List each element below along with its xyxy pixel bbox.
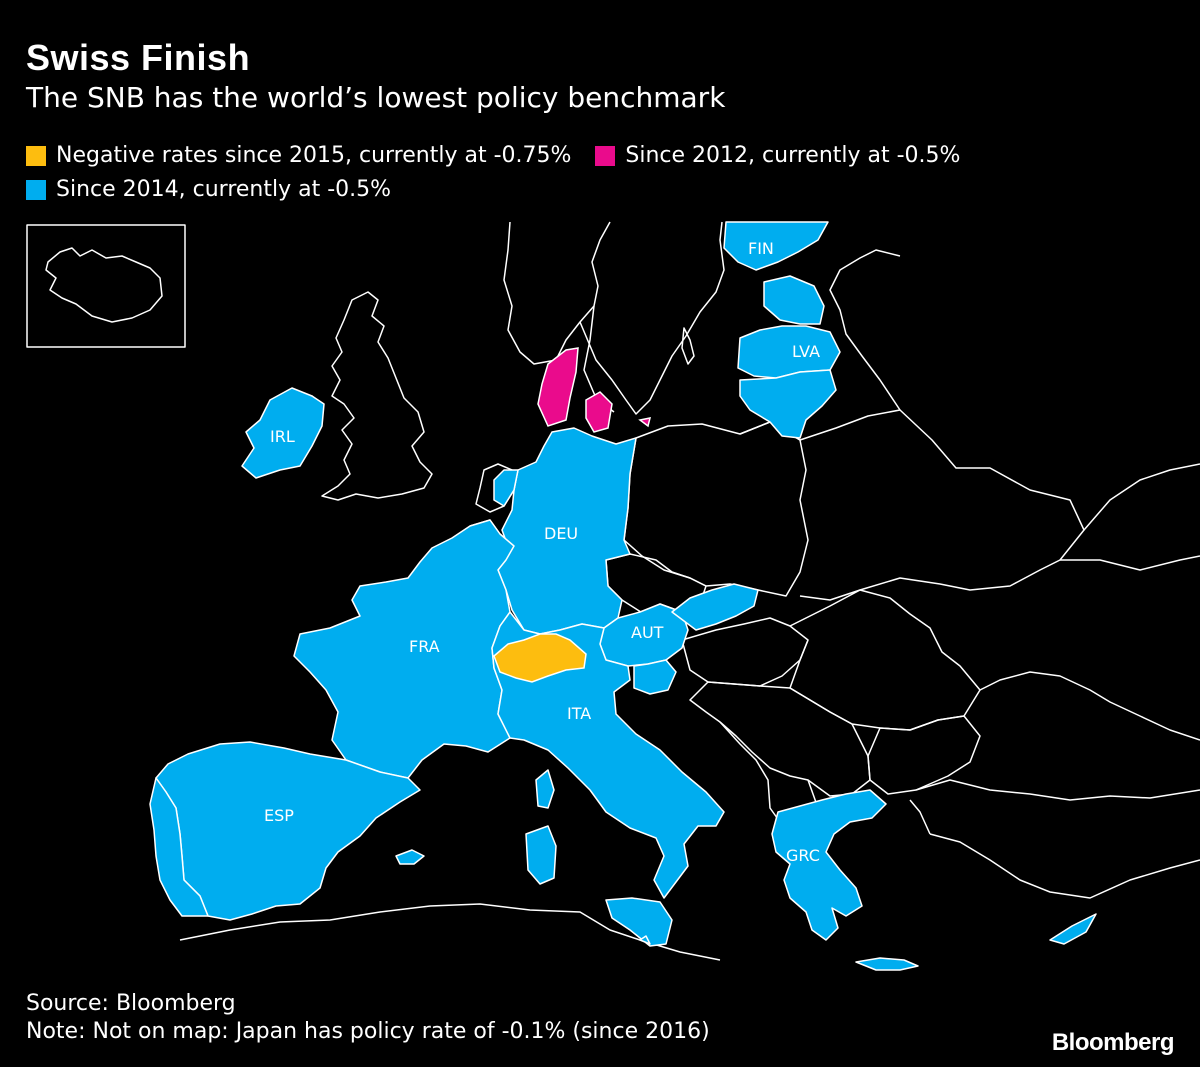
country-nld: [493, 469, 519, 507]
legend-item-switzerland: Negative rates since 2015, currently at …: [26, 142, 571, 170]
country-est: [763, 275, 825, 325]
bulgaria-outline: [867, 715, 981, 795]
country-fra-corsica: [535, 769, 555, 809]
legend-item-eurozone: Since 2014, currently at -0.5%: [26, 176, 391, 204]
country-irl: [241, 387, 325, 479]
country-mlt: [639, 935, 651, 945]
label-fin: FIN: [748, 239, 774, 258]
country-che: [493, 633, 587, 683]
label-deu: DEU: [544, 524, 578, 543]
turkey-west-coast: [909, 799, 931, 835]
legend-row-2: Since 2014, currently at -0.5%: [26, 176, 401, 204]
black-sea-coast: [979, 671, 1200, 741]
label-fra: FRA: [409, 637, 440, 656]
gotland-outline: [681, 327, 695, 365]
map-outlines-other: [26, 221, 1200, 961]
country-ita-sicily: [605, 897, 673, 947]
label-ita: ITA: [567, 704, 591, 723]
legend-label: Negative rates since 2015, currently at …: [56, 143, 572, 168]
label-esp: ESP: [264, 806, 294, 825]
source-note: Source: Bloomberg: [26, 991, 236, 1016]
iceland-outline: [45, 247, 163, 323]
legend-swatch-blue: [26, 180, 46, 200]
belarus-ukraine-outline: [739, 409, 1085, 601]
footnote: Note: Not on map: Japan has policy rate …: [26, 1019, 710, 1044]
country-fin: [723, 221, 829, 271]
legend-label: Since 2014, currently at -0.5%: [56, 177, 392, 202]
russia-west-outline: [829, 249, 901, 411]
country-prt: [149, 777, 209, 917]
denmark-jutland: [537, 347, 579, 427]
country-ltu: [739, 369, 837, 439]
legend-item-denmark: Since 2012, currently at -0.5%: [595, 142, 960, 170]
legend-swatch-yellow: [26, 146, 46, 166]
europe-map: FIN LVA IRL DEU FRA AUT ITA ESP GRC: [26, 221, 1200, 971]
country-svk: [671, 583, 759, 631]
turkey-outline: [915, 779, 1200, 899]
denmark-bornholm: [638, 417, 652, 428]
romania-outline: [789, 589, 981, 731]
balkans-outline: [689, 681, 871, 797]
country-cyp: [1049, 913, 1097, 945]
legend-swatch-pink: [595, 146, 616, 166]
chart-subtitle: The SNB has the world’s lowest policy be…: [26, 81, 726, 114]
label-lva: LVA: [792, 342, 820, 361]
map-blue-countries: [149, 221, 1097, 971]
country-lva: [737, 325, 841, 379]
great-britain-outline: [321, 291, 433, 501]
country-svn: [633, 659, 677, 695]
country-grc-crete: [855, 957, 919, 971]
balkan-coast-border: [719, 721, 781, 823]
legend-label: Since 2012, currently at -0.5%: [625, 143, 961, 168]
scandinavia-outline: [503, 221, 611, 365]
country-ita-sardinia: [525, 825, 557, 885]
ukraine-east-border: [1060, 555, 1200, 571]
country-labels: FIN LVA IRL DEU FRA AUT ITA ESP GRC: [264, 239, 820, 865]
bloomberg-logo: Bloomberg: [1051, 1029, 1175, 1056]
chart-title: Swiss Finish: [26, 37, 251, 78]
label-aut: AUT: [631, 623, 664, 642]
country-esp-balearic: [395, 849, 425, 865]
country-grc: [771, 789, 887, 941]
label-irl: IRL: [270, 427, 295, 446]
label-grc: GRC: [786, 846, 820, 865]
denmark-zealand: [585, 391, 613, 433]
iceland-inset-frame: [26, 224, 186, 348]
legend-row-1: Negative rates since 2015, currently at …: [26, 142, 970, 170]
poland-outline: [623, 421, 809, 597]
sweden-outline: [579, 221, 725, 415]
country-fra: [293, 519, 515, 779]
country-ita: [491, 611, 725, 899]
russia-border: [1083, 463, 1200, 531]
country-dnk: [537, 347, 652, 433]
